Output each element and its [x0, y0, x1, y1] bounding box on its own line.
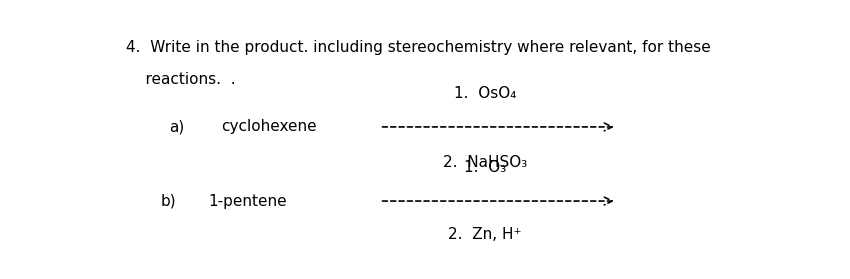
Text: 1.  OsO₄: 1. OsO₄ — [454, 86, 516, 101]
Text: 4.  Write in the product. including stereochemistry where relevant, for these: 4. Write in the product. including stere… — [126, 40, 711, 55]
Text: 2.  Zn, H⁺: 2. Zn, H⁺ — [448, 227, 522, 242]
Text: cyclohexene: cyclohexene — [222, 119, 317, 134]
Text: b): b) — [161, 194, 177, 208]
Text: reactions.  .: reactions. . — [126, 72, 235, 87]
Text: 2.  NaHSO₃: 2. NaHSO₃ — [443, 155, 527, 170]
Text: 1.  O₃: 1. O₃ — [464, 160, 506, 175]
Text: 1-pentene: 1-pentene — [208, 194, 287, 208]
Text: a): a) — [169, 119, 184, 134]
